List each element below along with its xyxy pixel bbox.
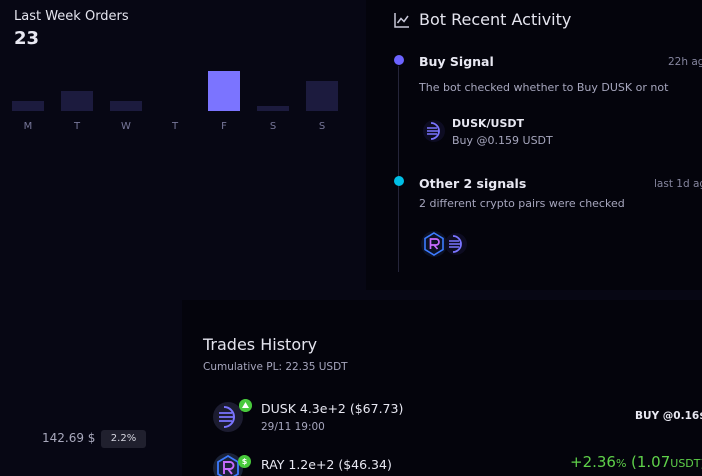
timeline-line bbox=[398, 66, 399, 272]
dusk-coin-icon bbox=[423, 120, 445, 142]
bot-activity-panel: Bot Recent Activity Buy Signal 22h ag Th… bbox=[366, 0, 702, 290]
last-week-orders-panel: Last Week Orders 23 M T W T F S S bbox=[0, 0, 362, 290]
trade-pl-absolute-value: (1.07 bbox=[631, 453, 671, 471]
day-label: F bbox=[221, 121, 227, 132]
signal-time: last 1d ag bbox=[654, 178, 702, 190]
activity-title: Bot Recent Activity bbox=[419, 10, 572, 29]
signal-dot bbox=[394, 55, 404, 65]
balance-panel: 142.69 $ 2.2% bbox=[0, 300, 166, 476]
day-label: T bbox=[73, 121, 81, 132]
buy-arrow-icon bbox=[239, 399, 252, 412]
bar-friday[interactable] bbox=[208, 71, 240, 111]
signal-dot bbox=[394, 176, 404, 186]
trade-name[interactable]: DUSK 4.3e+2 ($67.73) bbox=[261, 401, 404, 416]
signal-title: Other 2 signals bbox=[419, 176, 527, 191]
bar-wednesday[interactable] bbox=[110, 101, 142, 111]
cumulative-pl: Cumulative PL: 22.35 USDT bbox=[203, 361, 348, 373]
balance-change-badge: 2.2% bbox=[101, 430, 146, 448]
signal-pair[interactable]: DUSK/USDT bbox=[452, 117, 525, 130]
orders-count: 23 bbox=[14, 28, 40, 49]
trade-side: BUY @0.16$ bbox=[635, 410, 702, 422]
trade-date: 29/11 19:00 bbox=[261, 421, 325, 433]
trades-history-panel: Trades History Cumulative PL: 22.35 USDT… bbox=[182, 300, 702, 476]
trade-pl-unit: USDT) bbox=[670, 457, 702, 470]
signal-description: The bot checked whether to Buy DUSK or n… bbox=[419, 81, 669, 94]
bar-sunday[interactable] bbox=[306, 81, 338, 111]
orders-title: Last Week Orders bbox=[14, 9, 129, 24]
day-label: W bbox=[121, 121, 131, 132]
day-label: S bbox=[318, 121, 326, 132]
ray-coin-icon[interactable] bbox=[420, 230, 448, 258]
day-label: T bbox=[171, 121, 179, 132]
signal-description: 2 different crypto pairs were checked bbox=[419, 197, 625, 210]
trade-pl-percent-unit: % bbox=[615, 457, 627, 470]
dollar-badge-icon: $ bbox=[238, 455, 251, 468]
bar-tuesday[interactable] bbox=[61, 91, 93, 111]
trade-pl-absolute: (1.07USDT) bbox=[631, 453, 702, 471]
trade-name[interactable]: RAY 1.2e+2 ($46.34) bbox=[261, 457, 392, 472]
trades-title: Trades History bbox=[203, 335, 318, 354]
signal-pair-price: Buy @0.159 USDT bbox=[452, 134, 553, 147]
dusk-coin-icon bbox=[213, 402, 243, 432]
chart-line-icon bbox=[394, 13, 409, 28]
trade-pl-percent: +2.36% bbox=[570, 453, 626, 471]
bar-monday[interactable] bbox=[12, 101, 44, 111]
balance-value: 142.69 $ bbox=[42, 431, 96, 445]
trade-pl-percent-value: +2.36 bbox=[570, 453, 616, 471]
signal-time: 22h ag bbox=[668, 56, 702, 68]
bar-saturday[interactable] bbox=[257, 106, 289, 111]
day-label: S bbox=[269, 121, 277, 132]
day-label: M bbox=[23, 121, 33, 132]
signal-title: Buy Signal bbox=[419, 54, 494, 69]
dusk-coin-icon[interactable] bbox=[444, 232, 468, 256]
